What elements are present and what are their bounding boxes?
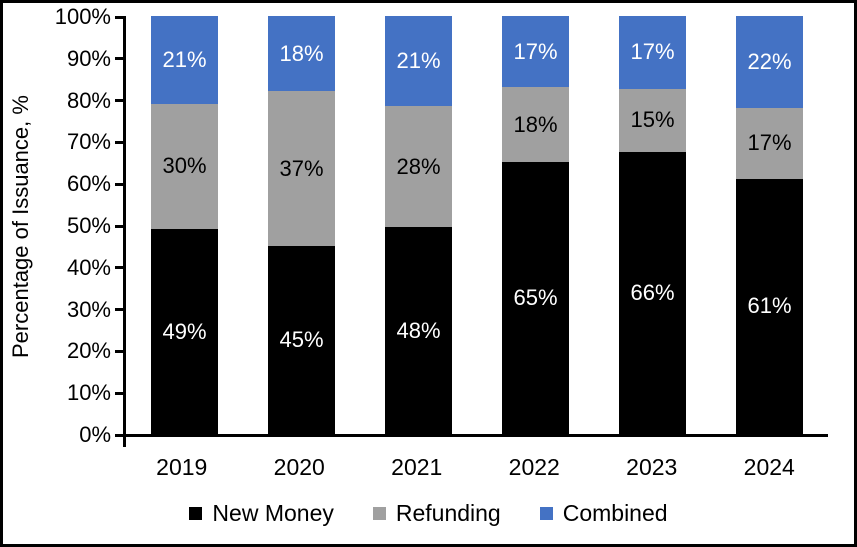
y-tick-label: 70% [66, 129, 111, 155]
y-tick-label: 10% [66, 380, 111, 406]
y-tick-mark [115, 140, 123, 144]
y-tick-label: 20% [66, 338, 111, 364]
y-tick-label: 0% [79, 422, 111, 447]
y-tick-mark [115, 15, 123, 19]
y-tick-mark [115, 391, 123, 395]
legend-item-combined: Combined [539, 500, 668, 526]
legend-label: New Money [212, 500, 334, 526]
plot-area: 21% 30% 49% 18% 37% 45% 21% 28% 48% 17% 18% 65% 17% 1… [123, 16, 828, 437]
y-tick-mark [115, 308, 123, 312]
y-tick-mark [115, 266, 123, 270]
legend-label: Refunding [395, 500, 501, 526]
data-label: 21% [162, 46, 207, 72]
y-tick-label: 100% [54, 4, 111, 29]
data-label: 49% [162, 318, 207, 344]
y-tick-label: 90% [66, 45, 111, 71]
legend-swatch-refunding [372, 506, 386, 520]
bar-2021: 21% 28% 48% [385, 16, 452, 434]
segment-2021-combined: 21% [385, 16, 452, 107]
x-tick-label-2022: 2022 [508, 454, 560, 480]
y-tick-mark [115, 182, 123, 186]
data-label: 28% [396, 153, 441, 179]
bar-slot-2020: 18% 37% 45% [243, 16, 360, 434]
y-tick-mark [115, 349, 123, 353]
x-axis-origin-tick [123, 437, 126, 447]
bar-2020: 18% 37% 45% [268, 16, 335, 434]
segment-2022-new-money: 65% [502, 162, 569, 434]
segment-2021-refunding: 28% [385, 106, 452, 228]
y-tick-label: 50% [66, 213, 111, 238]
data-label: 22% [747, 48, 792, 74]
data-label: 30% [162, 153, 207, 179]
data-label: 61% [747, 293, 792, 319]
bar-2024: 22% 17% 61% [736, 16, 803, 434]
segment-2022-refunding: 18% [502, 87, 569, 163]
bar-2019: 21% 30% 49% [151, 16, 218, 434]
y-tick-mark [115, 224, 123, 228]
bar-2023: 17% 15% 66% [619, 16, 686, 434]
legend: New Money Refunding Combined [3, 500, 854, 526]
legend-item-new-money: New Money [189, 500, 334, 526]
data-label: 66% [630, 280, 675, 306]
data-label: 17% [630, 39, 675, 65]
segment-2019-refunding: 30% [151, 103, 218, 230]
bar-slot-2024: 22% 17% 61% [711, 16, 828, 434]
bar-2022: 17% 18% 65% [502, 16, 569, 434]
y-tick-label: 40% [66, 254, 111, 280]
data-label: 48% [396, 317, 441, 343]
legend-item-refunding: Refunding [372, 500, 501, 526]
x-tick-label-2021: 2021 [391, 454, 443, 480]
segment-2024-combined: 22% [736, 16, 803, 108]
segment-2022-combined: 17% [502, 16, 569, 88]
bar-slot-2023: 17% 15% 66% [594, 16, 711, 434]
data-label: 15% [630, 107, 675, 133]
legend-swatch-new-money [189, 506, 203, 520]
y-tick-mark [115, 433, 123, 437]
x-tick-label-2019: 2019 [156, 454, 208, 480]
data-label: 17% [747, 130, 792, 156]
segment-2020-combined: 18% [268, 16, 335, 92]
data-label: 65% [513, 285, 558, 311]
segment-2021-new-money: 48% [385, 227, 452, 434]
segment-2024-refunding: 17% [736, 107, 803, 179]
bar-slot-2019: 21% 30% 49% [126, 16, 243, 434]
data-label: 45% [279, 326, 324, 352]
y-tick-mark [115, 99, 123, 103]
data-label: 17% [513, 38, 558, 64]
legend-label: Combined [562, 500, 668, 526]
x-tick-label-2024: 2024 [743, 454, 795, 480]
data-label: 21% [396, 48, 441, 74]
segment-2024-new-money: 61% [736, 179, 803, 434]
segment-2019-new-money: 49% [151, 229, 218, 434]
segment-2023-refunding: 15% [619, 88, 686, 153]
y-tick-label: 60% [66, 171, 111, 197]
segment-2020-new-money: 45% [268, 245, 335, 434]
data-label: 37% [279, 155, 324, 181]
y-tick-mark [115, 57, 123, 61]
bar-slot-2021: 21% 28% 48% [360, 16, 477, 434]
segment-2020-refunding: 37% [268, 91, 335, 246]
y-tick-label: 30% [66, 296, 111, 322]
data-label: 18% [513, 111, 558, 137]
bar-slot-2022: 17% 18% 65% [477, 16, 594, 434]
legend-swatch-combined [539, 506, 553, 520]
segment-2019-combined: 21% [151, 16, 218, 104]
x-tick-label-2020: 2020 [273, 454, 325, 480]
segment-2023-combined: 17% [619, 16, 686, 89]
y-tick-label: 80% [66, 87, 111, 113]
x-tick-label-2023: 2023 [626, 454, 678, 480]
segment-2023-new-money: 66% [619, 152, 686, 434]
x-axis-labels: 2019 2020 2021 2022 2023 2024 [123, 453, 828, 481]
data-label: 18% [279, 40, 324, 66]
